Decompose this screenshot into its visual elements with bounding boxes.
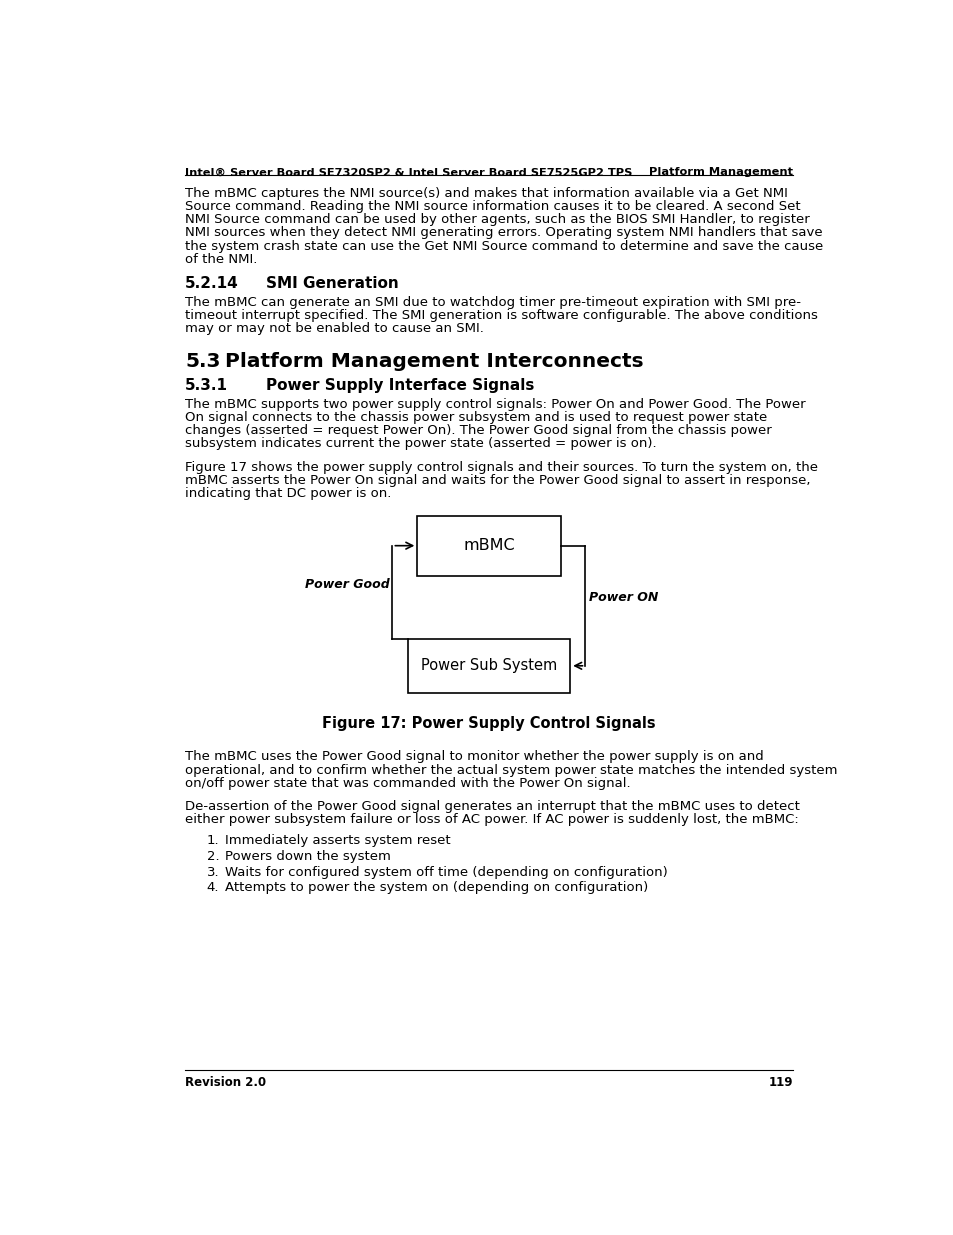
Text: 5.3: 5.3	[185, 352, 220, 372]
Text: Figure 17 shows the power supply control signals and their sources. To turn the : Figure 17 shows the power supply control…	[185, 461, 818, 473]
Text: 1.: 1.	[207, 835, 219, 847]
Bar	[407, 638, 570, 693]
Text: indicating that DC power is on.: indicating that DC power is on.	[185, 487, 391, 500]
Text: The mBMC uses the Power Good signal to monitor whether the power supply is on an: The mBMC uses the Power Good signal to m…	[185, 751, 763, 763]
Text: Figure 17: Power Supply Control Signals: Figure 17: Power Supply Control Signals	[322, 716, 655, 731]
Text: may or may not be enabled to cause an SMI.: may or may not be enabled to cause an SM…	[185, 322, 483, 335]
Text: Powers down the system: Powers down the system	[225, 850, 391, 863]
Text: 4.: 4.	[207, 881, 219, 894]
Text: mBMC: mBMC	[462, 538, 515, 553]
Text: The mBMC captures the NMI source(s) and makes that information available via a G: The mBMC captures the NMI source(s) and …	[185, 186, 787, 200]
Text: timeout interrupt specified. The SMI generation is software configurable. The ab: timeout interrupt specified. The SMI gen…	[185, 309, 817, 322]
Text: De-assertion of the Power Good signal generates an interrupt that the mBMC uses : De-assertion of the Power Good signal ge…	[185, 800, 800, 813]
Text: Source command. Reading the NMI source information causes it to be cleared. A se: Source command. Reading the NMI source i…	[185, 200, 800, 212]
Text: 5.2.14: 5.2.14	[185, 277, 238, 291]
Text: changes (asserted = request Power On). The Power Good signal from the chassis po: changes (asserted = request Power On). T…	[185, 424, 771, 437]
Bar	[416, 516, 560, 576]
Text: Power Good: Power Good	[304, 578, 389, 590]
Text: 2.: 2.	[207, 850, 219, 863]
Text: SMI Generation: SMI Generation	[266, 277, 399, 291]
Text: of the NMI.: of the NMI.	[185, 253, 257, 266]
Text: subsystem indicates current the power state (asserted = power is on).: subsystem indicates current the power st…	[185, 437, 656, 451]
Text: NMI sources when they detect NMI generating errors. Operating system NMI handler: NMI sources when they detect NMI generat…	[185, 226, 821, 240]
Text: Immediately asserts system reset: Immediately asserts system reset	[225, 835, 451, 847]
Text: mBMC asserts the Power On signal and waits for the Power Good signal to assert i: mBMC asserts the Power On signal and wai…	[185, 474, 810, 487]
Text: 119: 119	[767, 1076, 792, 1089]
Text: The mBMC supports two power supply control signals: Power On and Power Good. The: The mBMC supports two power supply contr…	[185, 398, 805, 410]
Text: either power subsystem failure or loss of AC power. If AC power is suddenly lost: either power subsystem failure or loss o…	[185, 814, 798, 826]
Text: the system crash state can use the Get NMI Source command to determine and save : the system crash state can use the Get N…	[185, 240, 822, 253]
Text: 3.: 3.	[207, 866, 219, 878]
Text: on/off power state that was commanded with the Power On signal.: on/off power state that was commanded wi…	[185, 777, 630, 790]
Text: Attempts to power the system on (depending on configuration): Attempts to power the system on (dependi…	[225, 881, 648, 894]
Text: Power Sub System: Power Sub System	[420, 658, 557, 673]
Text: Intel® Server Board SE7320SP2 & Intel Server Board SE7525GP2 TPS: Intel® Server Board SE7320SP2 & Intel Se…	[185, 168, 632, 178]
Text: On signal connects to the chassis power subsystem and is used to request power s: On signal connects to the chassis power …	[185, 411, 766, 424]
Text: Platform Management Interconnects: Platform Management Interconnects	[225, 352, 643, 372]
Text: NMI Source command can be used by other agents, such as the BIOS SMI Handler, to: NMI Source command can be used by other …	[185, 214, 809, 226]
Text: Power Supply Interface Signals: Power Supply Interface Signals	[266, 378, 535, 393]
Text: Platform Management: Platform Management	[648, 168, 792, 178]
Text: Waits for configured system off time (depending on configuration): Waits for configured system off time (de…	[225, 866, 667, 878]
Text: The mBMC can generate an SMI due to watchdog timer pre-timeout expiration with S: The mBMC can generate an SMI due to watc…	[185, 296, 801, 309]
Text: 5.3.1: 5.3.1	[185, 378, 228, 393]
Text: Power ON: Power ON	[589, 592, 658, 604]
Text: Revision 2.0: Revision 2.0	[185, 1076, 266, 1089]
Text: operational, and to confirm whether the actual system power state matches the in: operational, and to confirm whether the …	[185, 763, 837, 777]
